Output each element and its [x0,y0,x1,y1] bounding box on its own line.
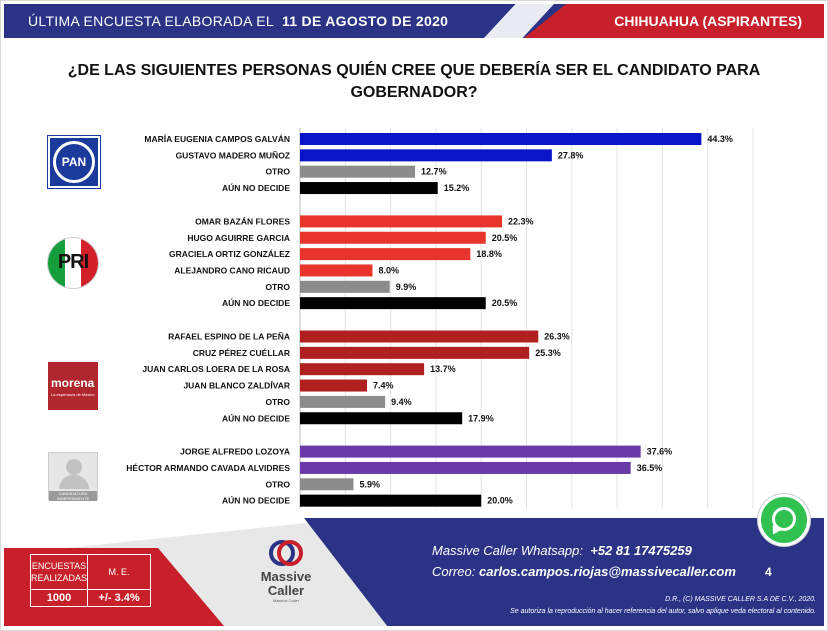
bar-label: RAFAEL ESPINO DE LA PEÑA [168,332,290,342]
bar-value-label: 5.9% [359,479,380,489]
survey-date: ÚLTIMA ENCUESTA ELABORADA EL 11 DE AGOSTO… [28,13,448,29]
bar-label: HÉCTOR ARMANDO CAVADA ALVIDRES [126,463,290,473]
bar-label: OTRO [265,282,290,292]
bar-value-label: 36.5% [637,463,663,473]
bar-pan-1 [300,149,552,162]
bar-value-label: 27.8% [558,150,584,160]
surveys-value: 1000 [29,589,89,607]
morena-logo: morena La esperanza de México [48,362,98,410]
margin-error-value: +/- 3.4% [87,589,152,607]
bar-pan-2 [300,165,416,178]
morena-logo-subtext: La esperanza de México [51,392,95,397]
bar-value-label: 12.7% [421,167,447,177]
surveys-header: ENCUESTAS REALIZADAS [29,554,89,590]
pri-logo: PRI [48,238,98,288]
bar-value-label: 22.3% [508,216,534,226]
bar-label: OTRO [265,167,290,177]
bar-pri-0 [300,215,503,228]
bar-morena-3 [300,379,368,392]
bar-label: JUAN BLANCO ZALDÍVAR [183,381,290,391]
margin-error-header: M. E. [87,554,152,590]
pan-logo-ring: PAN [53,141,95,183]
bar-value-label: 37.6% [647,447,673,457]
pri-logo-text: PRI [57,251,89,273]
independent-logo: CANDIDATURA INDEPENDIENTE [48,452,98,501]
survey-date-prefix: ÚLTIMA ENCUESTA ELABORADA EL [28,13,274,29]
bar-label: AÚN NO DECIDE [222,495,290,506]
bar-value-label: 44.3% [707,134,733,144]
bar-value-label: 17.9% [468,413,494,423]
morena-logo-text: morena [51,376,95,390]
header-red-panel [524,4,824,38]
bar-morena-5 [300,412,463,425]
region-title: CHIHUAHUA (ASPIRANTES) [614,13,802,29]
bar-value-label: 15.2% [444,183,470,193]
email-address[interactable]: carlos.campos.riojas@massivecaller.com [478,564,736,579]
chart-question: ¿DE LAS SIGUIENTES PERSONAS QUIÉN CREE Q… [67,62,761,101]
bar-independiente-0 [300,445,641,458]
bar-pri-2 [300,248,471,261]
bar-pri-3 [300,264,373,277]
massive-caller-name: Massive Caller [260,569,312,598]
bar-value-label: 8.0% [378,265,399,275]
email-label: Correo: [432,564,476,579]
whatsapp-number[interactable]: +52 81 17475259 [590,543,692,558]
bar-label: ALEJANDRO CANO RICAUD [174,265,290,275]
independent-caption: CANDIDATURA INDEPENDIENTE [49,491,97,501]
survey-date-value: 11 DE AGOSTO DE 2020 [281,13,449,29]
bar-morena-1 [300,346,530,359]
bar-label: AÚN NO DECIDE [222,297,290,308]
bar-label: JORGE ALFREDO LOZOYA [180,447,290,457]
copyright-text: D.R., (C) MASSIVE CALLER S.A DE C.V., 20… [665,596,816,603]
bar-pan-3 [300,182,438,195]
massive-caller-logo: Massive Caller Massive Caller [256,540,316,603]
bar-morena-0 [300,330,539,343]
bar-value-label: 9.4% [391,397,412,407]
bar-value-label: 20.5% [492,233,518,243]
bar-value-label: 20.0% [487,496,513,506]
bar-value-label: 7.4% [373,381,394,391]
massive-caller-mark-icon [269,540,303,568]
bar-morena-2 [300,363,425,376]
bar-independiente-2 [300,478,354,491]
bar-value-label: 26.3% [544,332,570,342]
reproduction-notice: Se autoriza la reproducción al hacer ref… [510,608,816,615]
footer: ENCUESTAS REALIZADAS M. E. 1000 +/- 3.4% [4,518,824,626]
bar-label: AÚN NO DECIDE [222,412,290,423]
bar-independiente-1 [300,461,631,474]
whatsapp-line: Massive Caller Whatsapp: +52 81 17475259 [432,543,692,558]
survey-stats-table: ENCUESTAS REALIZADAS M. E. 1000 +/- 3.4% [29,554,152,607]
bar-label: HUGO AGUIRRE GARCIA [187,233,290,243]
bar-value-label: 13.7% [430,364,456,374]
pan-logo: PAN [48,136,100,188]
header-banner: ÚLTIMA ENCUESTA ELABORADA EL 11 DE AGOSTO… [4,4,824,38]
whatsapp-icon[interactable] [758,494,810,546]
massive-caller-tagline: Massive Caller [272,598,300,603]
bar-label: JUAN CARLOS LOERA DE LA ROSA [142,364,290,374]
bar-pri-4 [300,280,390,293]
bar-value-label: 18.8% [476,249,502,259]
email-line: Correo: carlos.campos.riojas@massivecall… [432,564,736,579]
bar-pan-0 [300,133,702,145]
footer-blue-panel [304,518,824,626]
bar-value-label: 25.3% [535,348,561,358]
bar-morena-4 [300,395,386,408]
bar-label: OTRO [265,479,290,489]
bar-pri-5 [300,297,486,310]
bar-independiente-3 [300,494,482,507]
bar-label: MARÍA EUGENIA CAMPOS GALVÁN [144,134,290,144]
bar-pri-1 [300,231,486,244]
bar-label: GRACIELA ORTIZ GONZÁLEZ [169,249,290,259]
whatsapp-label: Massive Caller Whatsapp: [432,543,583,558]
bar-label: CRUZ PÉREZ CUÉLLAR [193,348,290,358]
bar-value-label: 9.9% [396,282,417,292]
bar-label: AÚN NO DECIDE [222,182,290,193]
bar-label: GUSTAVO MADERO MUÑOZ [176,150,290,160]
page-number: 4 [765,565,772,579]
bar-label: OMAR BAZÁN FLORES [195,216,290,226]
bar-value-label: 20.5% [492,298,518,308]
bar-label: OTRO [265,397,290,407]
person-icon [66,459,82,475]
